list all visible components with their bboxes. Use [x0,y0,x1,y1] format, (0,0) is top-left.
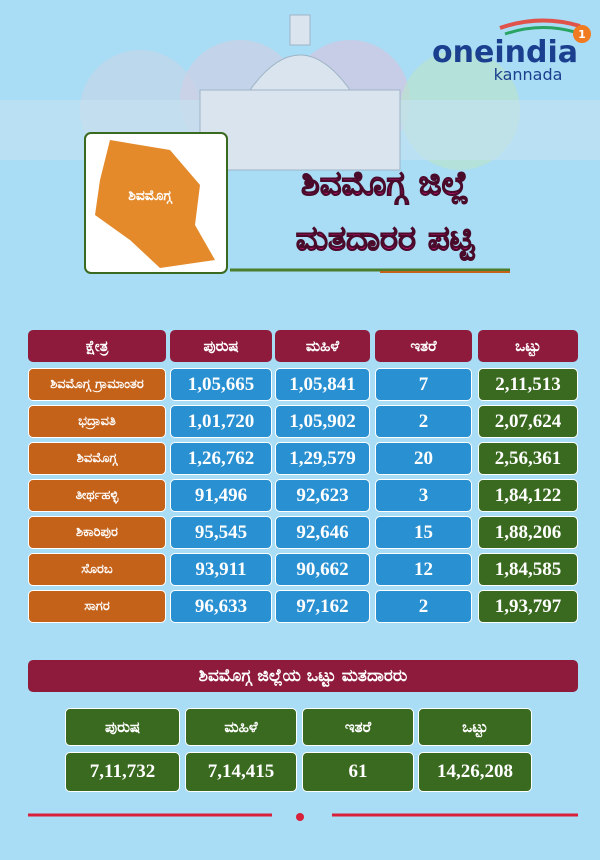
map-label: ಶಿವಮೊಗ್ಗ [128,188,173,204]
table-cell: 3 [375,479,472,512]
table-cell: 92,646 [275,516,370,549]
column-header: ಕ್ಷೇತ್ರ [28,330,166,362]
summary-value: 14,26,208 [418,752,532,792]
column-header: ಒಟ್ಟು [478,330,578,362]
constituency: ಶಿಕಾರಿಪುರ [28,516,166,549]
logo-badge: 1 [578,28,586,41]
constituency: ಸೊರಬ [28,553,166,586]
table-cell: 1,26,762 [170,442,272,475]
table-cell: 15 [375,516,472,549]
table-cell: 2 [375,405,472,438]
table-cell: 1,84,585 [478,553,578,586]
table-cell: 2,07,624 [478,405,578,438]
column-header: ಇತರೆ [375,330,472,362]
summary-header: ಪುರುಷ [65,708,180,746]
constituency: ಸಾಗರ [28,590,166,623]
summary-header: ಮಹಿಳೆ [185,708,297,746]
table-cell: 1,01,720 [170,405,272,438]
constituency: ಭದ್ರಾವತಿ [28,405,166,438]
table-cell: 2 [375,590,472,623]
title-line: ಶಿವಮೊಗ್ಗ ಜಿಲ್ಲೆ [301,164,469,205]
table-cell: 91,496 [170,479,272,512]
constituency: ಶಿವಮೊಗ್ಗ [28,442,166,475]
table-cell: 93,911 [170,553,272,586]
table-cell: 1,05,665 [170,368,272,401]
table-cell: 1,05,841 [275,368,370,401]
table-cell: 97,162 [275,590,370,623]
constituency: ತೀರ್ಥಹಳ್ಳಿ [28,479,166,512]
title-line: ಮತದಾರರ ಪಟ್ಟಿ [296,219,475,261]
table-cell: 1,88,206 [478,516,578,549]
summary-value: 7,14,415 [185,752,297,792]
header-art: 1 oneindia kannada ಶಿವಮೊಗ್ಗ ಶಿವಮೊಗ್ಗ ಜಿಲ… [0,14,600,274]
summary-value: 7,11,732 [65,752,180,792]
table-cell: 2,11,513 [478,368,578,401]
table-cell: 96,633 [170,590,272,623]
table-cell: 92,623 [275,479,370,512]
logo-brand: oneindia [432,35,578,70]
column-header: ಪುರುಷ [170,330,272,362]
summary-header: ಒಟ್ಟು [418,708,532,746]
summary-value: 61 [302,752,414,792]
table-cell: 20 [375,442,472,475]
table-cell: 2,56,361 [478,442,578,475]
table-cell: 12 [375,553,472,586]
summary-title: ಶಿವಮೊಗ್ಗ ಜಿಲ್ಲೆಯ ಒಟ್ಟು ಮತದಾರರು [28,660,578,692]
table-cell: 1,84,122 [478,479,578,512]
column-header: ಮಹಿಳೆ [275,330,370,362]
table-cell: 1,29,579 [275,442,370,475]
table-cell: 1,93,797 [478,590,578,623]
table-cell: 95,545 [170,516,272,549]
footer-rule [28,813,578,821]
table-cell: 7 [375,368,472,401]
table-cell: 90,662 [275,553,370,586]
table-cell: 1,05,902 [275,405,370,438]
logo-sub: kannada [494,65,563,84]
summary-header: ಇತರೆ [302,708,414,746]
constituency: ಶಿವಮೊಗ್ಗ ಗ್ರಾಮಾಂತರ [28,368,166,401]
